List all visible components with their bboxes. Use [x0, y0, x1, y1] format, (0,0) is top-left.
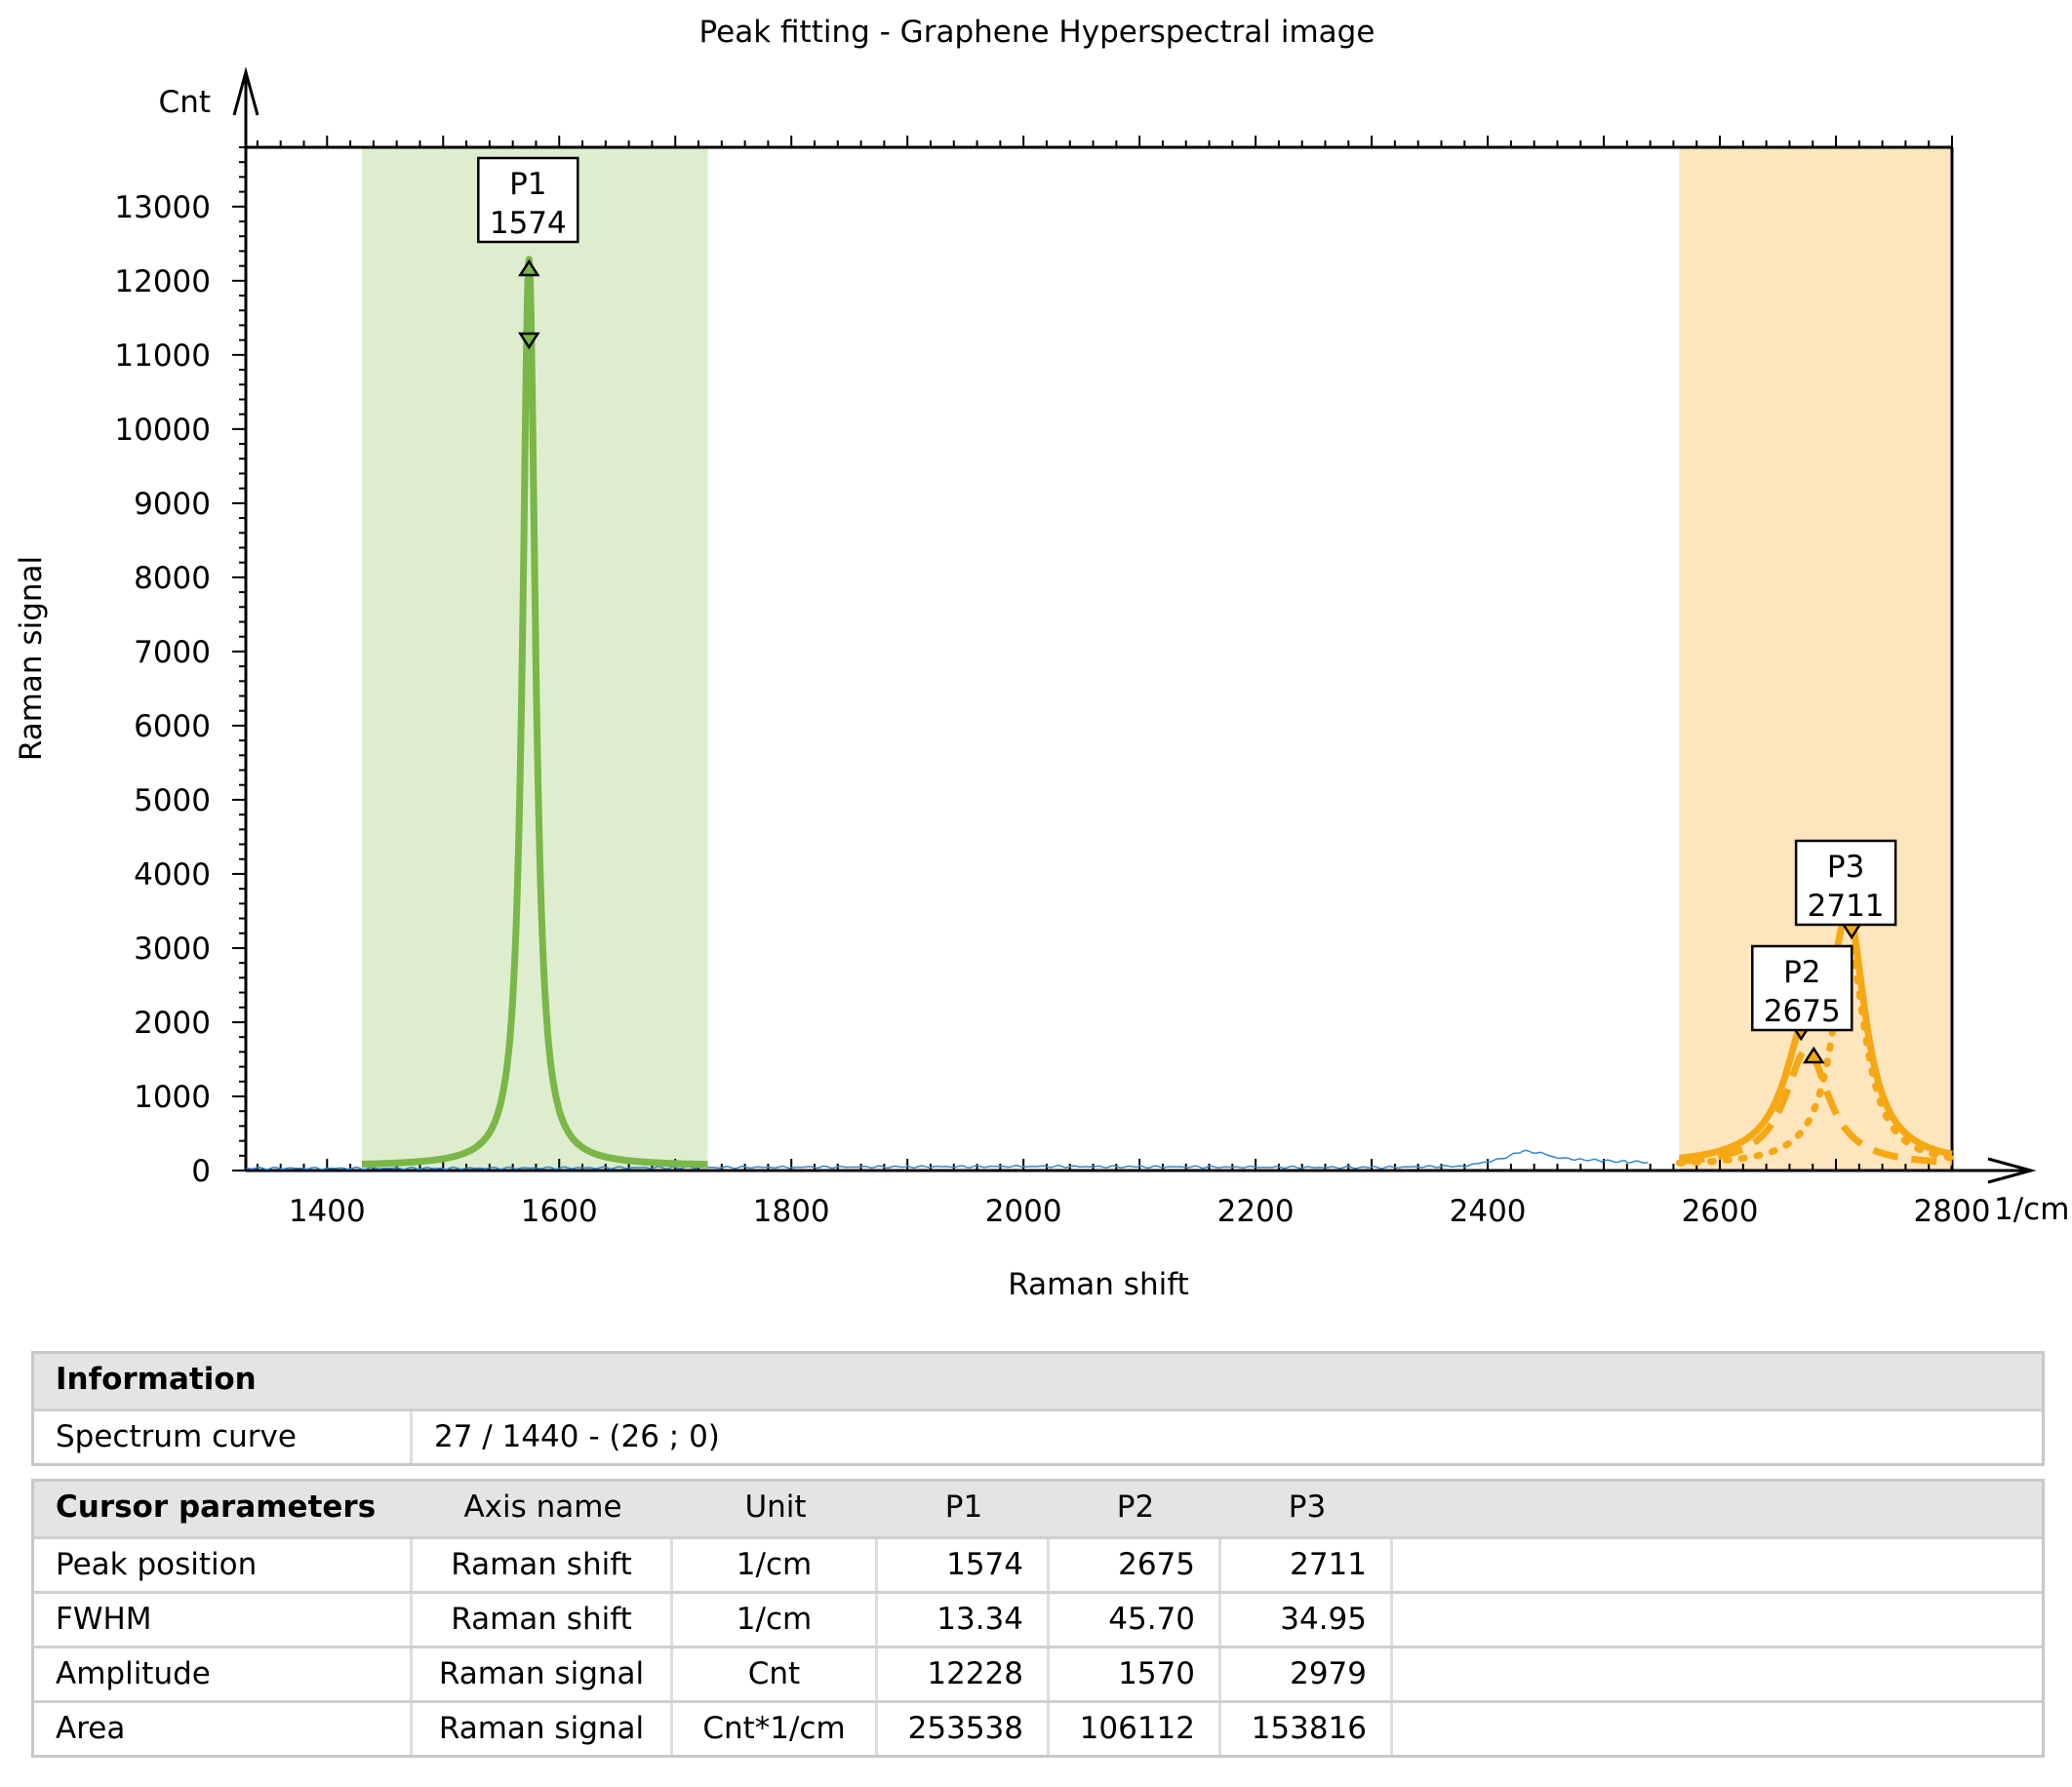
x-tick-label: 2400: [1450, 1194, 1527, 1229]
chart-axes: 1400 1600 1800 2000 2200 2400 2600 2800 0 1000 200…: [114, 66, 2037, 1229]
table-row: Area Raman signal Cnt*1/cm 253538 106112…: [34, 1700, 2042, 1755]
y-tick-label: 3000: [134, 932, 211, 967]
y-tick-label: 8000: [134, 561, 211, 596]
row-unit: 1/cm: [673, 1594, 878, 1646]
row-p1: 1574: [878, 1539, 1050, 1591]
x-tick-label: 2200: [1217, 1194, 1295, 1229]
y-tick-label: 13000: [114, 190, 211, 225]
peak-markers: P1 1574 P2 2675 P3 2711: [477, 156, 1897, 1064]
y-tick-label: 7000: [134, 635, 211, 670]
p1-max-marker: [518, 258, 540, 277]
row-axis: Raman signal: [413, 1703, 673, 1755]
p3-label-position: 2711: [1808, 889, 1885, 924]
x-tick-label: 2600: [1682, 1194, 1759, 1229]
x-unit-label: 1/cm: [1994, 1192, 2069, 1227]
information-table: Information Spectrum curve 27 / 1440 - (…: [31, 1351, 2045, 1466]
p3-label-name: P3: [1827, 850, 1864, 885]
table-row: Peak position Raman shift 1/cm 1574 2675…: [34, 1536, 2042, 1591]
chart-title: Peak fitting - Graphene Hyperspectral im…: [699, 15, 1375, 50]
cursor-header-p3: P3: [1288, 1489, 1327, 1525]
spectrum-curve-value: 27 / 1440 - (26 ; 0): [434, 1419, 720, 1454]
row-unit: 1/cm: [673, 1539, 878, 1591]
p2-label-name: P2: [1783, 955, 1820, 990]
p1-label-position: 1574: [490, 206, 567, 241]
p1-label-box: [477, 156, 579, 244]
x-axis-label: Raman shift: [1008, 1267, 1189, 1302]
p1-peak-marker: [518, 332, 540, 350]
row-filler: [1393, 1594, 2042, 1646]
row-unit: Cnt: [673, 1648, 878, 1700]
row-filler: [1393, 1648, 2042, 1700]
row-p2: 2675: [1050, 1539, 1221, 1591]
row-label: Amplitude: [34, 1648, 413, 1700]
row-axis: Raman shift: [413, 1539, 673, 1591]
p2-label-box: [1751, 944, 1853, 1032]
y-tick-label: 9000: [134, 487, 211, 522]
row-axis: Raman signal: [413, 1648, 673, 1700]
row-p1: 253538: [878, 1703, 1050, 1755]
y-tick-label: 0: [191, 1154, 211, 1189]
row-p3: 2711: [1221, 1539, 1393, 1591]
row-axis: Raman shift: [413, 1594, 673, 1646]
p2-max-marker: [1802, 1046, 1825, 1064]
cursor-header-filler: [1393, 1482, 2042, 1536]
x-tick-label: 2000: [985, 1194, 1062, 1229]
y-unit-label: Cnt: [159, 85, 211, 120]
chart-series: [245, 256, 1956, 1171]
cursor-header-row: Cursor parameters Axis name Unit P1 P2 P…: [34, 1482, 2042, 1536]
row-p2: 106112: [1050, 1703, 1221, 1755]
x-tick-label: 1400: [289, 1194, 366, 1229]
y-axis-label: Raman signal: [14, 556, 49, 761]
row-p3: 2979: [1221, 1648, 1393, 1700]
x-axis-arrow: [1987, 1157, 2037, 1184]
row-label: Area: [34, 1703, 413, 1755]
p3-label-box: [1794, 839, 1897, 927]
p3-fit-curve: [1675, 940, 1956, 1167]
peak-fitting-chart: 1400 1600 1800 2000 2200 2400 2600 2800 0 1000 200…: [14, 15, 2069, 1302]
p2-label-position: 2675: [1764, 994, 1841, 1029]
table-row: FWHM Raman shift 1/cm 13.34 45.70 34.95: [34, 1591, 2042, 1646]
y-tick-label: 1000: [134, 1080, 211, 1115]
y-tick-label: 11000: [114, 338, 211, 374]
cursor-header-unit: Unit: [744, 1489, 807, 1525]
row-filler: [1393, 1539, 2042, 1591]
cursor-header-title: Cursor parameters: [56, 1489, 377, 1525]
row-p2: 45.70: [1050, 1594, 1221, 1646]
row-p1: 13.34: [878, 1594, 1050, 1646]
spectrum-curve-label: Spectrum curve: [34, 1411, 413, 1463]
y-tick-label: 10000: [114, 413, 211, 448]
x-tick-label: 1600: [521, 1194, 598, 1229]
y-tick-label: 6000: [134, 709, 211, 744]
cursor-header-axis: Axis name: [463, 1489, 622, 1525]
fit-regions: [361, 147, 1952, 1171]
information-header: Information: [56, 1362, 257, 1397]
spectrum-curve-row: Spectrum curve 27 / 1440 - (26 ; 0): [34, 1409, 2042, 1463]
row-unit: Cnt*1/cm: [673, 1703, 878, 1755]
p1-fit-curve: [359, 256, 711, 1169]
y-tick-label: 12000: [114, 264, 211, 299]
row-filler: [1393, 1703, 2042, 1755]
row-p3: 153816: [1221, 1703, 1393, 1755]
information-header-row: Information: [34, 1354, 2042, 1409]
y-tick-label: 4000: [134, 857, 211, 893]
raw-spectrum-line: [245, 1149, 1649, 1171]
cursor-header-p1: P1: [944, 1489, 983, 1525]
y-tick-label: 5000: [134, 783, 211, 818]
row-p3: 34.95: [1221, 1594, 1393, 1646]
row-label: FWHM: [34, 1594, 413, 1646]
p1-label-name: P1: [509, 167, 546, 202]
row-p2: 1570: [1050, 1648, 1221, 1700]
table-row: Amplitude Raman signal Cnt 12228 1570 29…: [34, 1646, 2042, 1700]
x-tick-label: 2800: [1914, 1194, 1991, 1229]
x-tick-label: 1800: [753, 1194, 830, 1229]
y-tick-label: 2000: [134, 1006, 211, 1041]
y-axis-arrow: [232, 66, 259, 116]
row-label: Peak position: [34, 1539, 413, 1591]
cursor-parameters-table: Cursor parameters Axis name Unit P1 P2 P…: [31, 1479, 2045, 1758]
row-p1: 12228: [878, 1648, 1050, 1700]
cursor-header-p2: P2: [1116, 1489, 1155, 1525]
